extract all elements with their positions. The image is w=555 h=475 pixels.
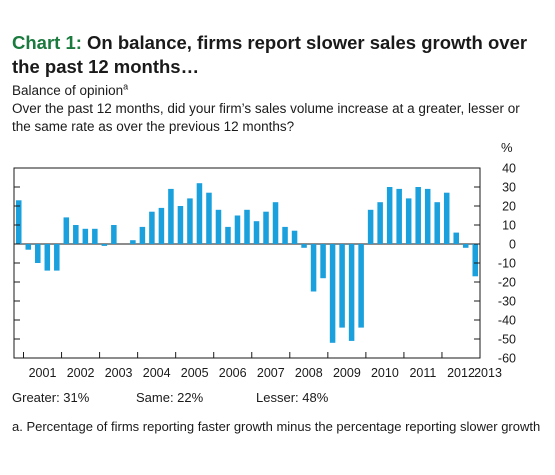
- bar: [16, 200, 22, 244]
- bar: [196, 183, 203, 244]
- bar: [253, 221, 260, 244]
- bar: [320, 244, 326, 279]
- bar: [301, 244, 307, 248]
- bar: [339, 244, 345, 328]
- bar: [405, 198, 412, 244]
- x-tick-label: 2010: [371, 366, 399, 380]
- y-tick-label: -20: [498, 276, 516, 290]
- bar: [158, 207, 165, 244]
- bar: [282, 226, 288, 244]
- bar: [177, 206, 184, 244]
- bar: [415, 187, 421, 244]
- bar: [462, 244, 469, 248]
- y-tick-label: -10: [498, 257, 516, 271]
- bar: [272, 202, 279, 244]
- bar: [35, 244, 41, 263]
- bar: [82, 228, 89, 244]
- bar: [234, 215, 241, 244]
- bar: [291, 230, 298, 244]
- y-tick-label: 0: [509, 238, 516, 252]
- bar: [215, 209, 222, 244]
- bar: [101, 244, 108, 246]
- x-axis: 2001 2002 2003 2004 2005 2006 2007 2008 2009 2010…: [23, 352, 502, 380]
- x-tick-label: 2001: [29, 366, 57, 380]
- bar: [168, 188, 174, 244]
- bar: [386, 187, 393, 244]
- chart-title-number: Chart 1:: [12, 32, 82, 53]
- bar: [139, 226, 146, 244]
- x-tick-label: 2012: [447, 366, 475, 380]
- y-tick-label: 40: [502, 162, 516, 176]
- bar: [453, 232, 459, 244]
- y-tick-label: -60: [498, 352, 516, 366]
- bar: [329, 244, 336, 343]
- x-tick-label: 2009: [333, 366, 361, 380]
- bar: [263, 211, 269, 244]
- footnote-marker: a: [123, 81, 129, 92]
- bar: [73, 225, 79, 244]
- bar: [130, 240, 136, 244]
- x-tick-label: 2002: [67, 366, 95, 380]
- plot-border: [13, 167, 481, 359]
- bar: [225, 226, 231, 244]
- bar: [472, 244, 479, 277]
- y-tick-label: 30: [502, 181, 516, 195]
- bar: [358, 244, 364, 328]
- x-tick-label: 2008: [295, 366, 323, 380]
- bar: [44, 244, 51, 271]
- survey-question: Over the past 12 months, did your firm’s…: [12, 101, 520, 134]
- bar: [149, 211, 155, 244]
- x-tick-label: 2005: [181, 366, 209, 380]
- y-tick-label: -40: [498, 314, 516, 328]
- bar: [424, 188, 431, 244]
- bar: [54, 244, 60, 271]
- y-tick-label: 20: [502, 200, 516, 214]
- bar: [348, 244, 355, 341]
- bar: [443, 192, 450, 244]
- bars-group: [16, 183, 479, 343]
- chart-frame: [13, 167, 481, 359]
- x-tick-label: 2011: [409, 366, 436, 380]
- bar: [63, 217, 70, 244]
- stat-same: Same: 22%: [136, 390, 204, 405]
- bar: [206, 192, 212, 244]
- chart-title-text: On balance, firms report slower sales gr…: [12, 32, 528, 77]
- footnote: a. Percentage of firms reporting faster …: [12, 419, 541, 434]
- bar: [377, 202, 383, 244]
- bar: [92, 228, 98, 244]
- subtitle-text: Balance of opinion: [12, 83, 124, 98]
- stat-greater: Greater: 31%: [12, 390, 90, 405]
- y-tick-label: -30: [498, 295, 516, 309]
- y-tick-label: 10: [502, 219, 516, 233]
- y-axis-unit-label: %: [501, 140, 513, 155]
- stat-lesser: Lesser: 48%: [256, 390, 329, 405]
- x-tick-label: 2003: [105, 366, 133, 380]
- x-tick-label: 2006: [219, 366, 247, 380]
- chart-subtitle: Balance of opiniona: [12, 82, 128, 99]
- bar: [396, 188, 402, 244]
- x-tick-label: 2007: [257, 366, 285, 380]
- bar: [111, 225, 117, 244]
- y-axis: -60 -50 -40 -30 -20 -10 0 10 20 30 40: [14, 162, 516, 366]
- x-tick-label: 2004: [143, 366, 171, 380]
- bar: [187, 198, 193, 244]
- bar: [434, 202, 440, 244]
- bar: [244, 209, 250, 244]
- x-tick-label: 2013: [474, 366, 502, 380]
- bar: [25, 244, 32, 250]
- bar: [310, 244, 317, 292]
- bar: [367, 209, 374, 244]
- y-tick-label: -50: [498, 333, 516, 347]
- chart-title: Chart 1: On balance, firms report slower…: [12, 31, 552, 79]
